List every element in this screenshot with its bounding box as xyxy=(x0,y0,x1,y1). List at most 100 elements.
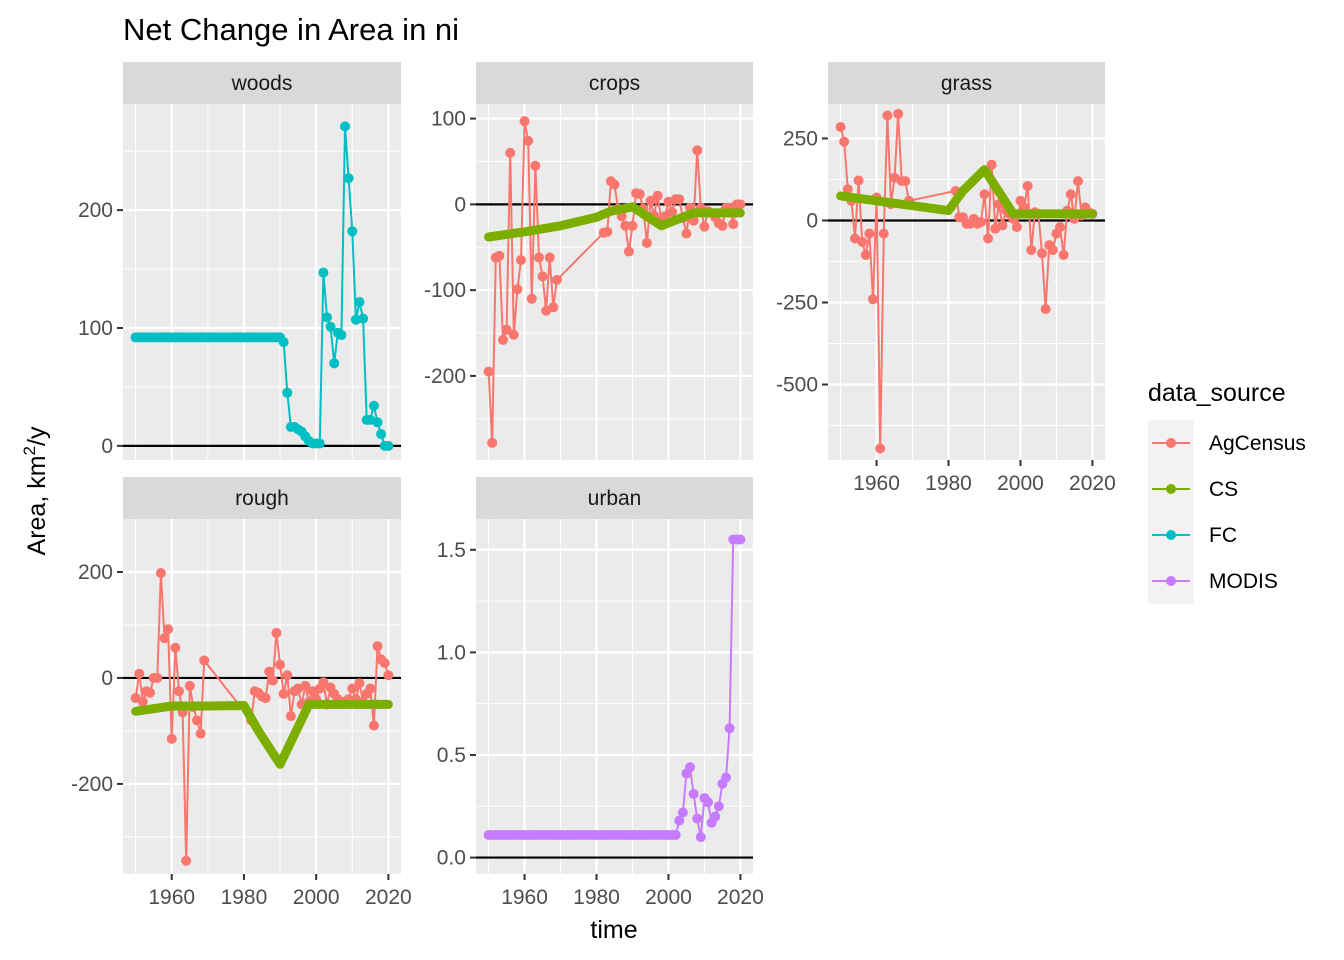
data-point-AgCensus xyxy=(275,659,286,670)
y-tick-label: 200 xyxy=(78,561,113,584)
data-point-AgCensus xyxy=(300,680,311,691)
data-point-AgCensus xyxy=(835,121,846,132)
data-point-AgCensus xyxy=(641,237,652,248)
data-point-AgCensus xyxy=(271,627,282,638)
data-point-AgCensus xyxy=(878,228,889,239)
data-point-FC xyxy=(336,330,347,341)
data-point-AgCensus xyxy=(1055,222,1066,233)
x-tick-label: 1980 xyxy=(221,886,268,909)
strip-label-crops: crops xyxy=(589,72,640,95)
legend-title: data_source xyxy=(1148,379,1286,407)
strip-urban xyxy=(476,477,753,519)
data-point-MODIS xyxy=(710,811,721,822)
data-point-AgCensus xyxy=(1037,248,1048,259)
data-point-AgCensus xyxy=(145,687,156,698)
strip-label-woods: woods xyxy=(231,72,293,95)
data-point-FC xyxy=(278,337,289,348)
plot-area-grass xyxy=(828,108,1105,454)
data-point-AgCensus xyxy=(278,688,289,699)
data-point-AgCensus xyxy=(354,678,365,689)
x-tick-label: 2020 xyxy=(717,886,764,909)
data-point-AgCensus xyxy=(692,145,703,156)
data-point-AgCensus xyxy=(260,693,271,704)
data-point-AgCensus xyxy=(728,219,739,230)
legend-key-point xyxy=(1166,576,1176,586)
legend-label: AgCensus xyxy=(1209,432,1306,455)
data-point-AgCensus xyxy=(1047,245,1058,256)
data-point-AgCensus xyxy=(537,271,548,282)
panel-background-grass xyxy=(828,104,1105,460)
data-point-AgCensus xyxy=(181,855,192,866)
data-point-AgCensus xyxy=(530,160,541,171)
data-point-FC xyxy=(329,358,340,369)
y-tick-label: 0.5 xyxy=(437,744,466,767)
data-point-MODIS xyxy=(692,813,703,824)
data-point-MODIS xyxy=(685,762,696,773)
panel-grass: grass -500 -250 0 250 1960 1980 2000 2020 xyxy=(776,62,1116,495)
legend: data_source AgCensus CS FC MODIS xyxy=(1148,379,1306,604)
data-point-AgCensus xyxy=(893,108,904,119)
data-point-AgCensus xyxy=(166,733,177,744)
data-point-AgCensus xyxy=(318,677,329,688)
data-point-AgCensus xyxy=(137,696,148,707)
panel-background-crops xyxy=(476,104,753,460)
data-point-AgCensus xyxy=(494,250,505,261)
data-point-AgCensus xyxy=(192,715,203,726)
plot-area-rough xyxy=(123,568,401,866)
data-point-AgCensus xyxy=(512,284,523,295)
data-point-AgCensus xyxy=(645,195,656,206)
series-line-CS xyxy=(131,699,393,769)
y-tick-label: 200 xyxy=(78,199,113,222)
data-point-MODIS xyxy=(688,788,699,799)
y-tick-label: 0 xyxy=(806,209,818,232)
data-point-AgCensus xyxy=(674,194,685,205)
data-point-AgCensus xyxy=(170,642,181,653)
y-tick-label: 0 xyxy=(454,193,466,216)
data-point-FC xyxy=(383,440,394,451)
y-tick-label: -200 xyxy=(424,365,466,388)
data-point-MODIS xyxy=(721,772,732,783)
panel-woods: woods 0 100 200 xyxy=(78,62,401,460)
y-tick-label: 1.5 xyxy=(437,539,466,562)
panel-crops: crops -200 -100 0 100 xyxy=(424,62,753,460)
data-point-AgCensus xyxy=(652,190,663,201)
data-point-AgCensus xyxy=(368,720,379,731)
data-point-AgCensus xyxy=(1065,189,1076,200)
y-tick-label: 100 xyxy=(431,108,466,131)
data-point-AgCensus xyxy=(860,249,871,260)
data-point-MODIS xyxy=(703,797,714,808)
data-point-AgCensus xyxy=(159,633,170,644)
y-axis-title: Area, km2/y xyxy=(20,426,51,555)
x-tick-label: 2000 xyxy=(997,472,1044,495)
data-point-AgCensus xyxy=(199,655,210,666)
data-point-AgCensus xyxy=(379,658,390,669)
data-point-AgCensus xyxy=(997,220,1008,231)
data-point-AgCensus xyxy=(699,221,710,232)
legend-label: FC xyxy=(1209,524,1237,547)
data-point-AgCensus xyxy=(551,274,562,285)
y-tick-label: -200 xyxy=(71,773,113,796)
data-point-AgCensus xyxy=(365,683,376,694)
legend-key-point xyxy=(1166,438,1176,448)
data-point-AgCensus xyxy=(264,666,275,677)
chart-title: Net Change in Area in ni xyxy=(123,12,459,47)
data-point-AgCensus xyxy=(882,110,893,121)
data-point-AgCensus xyxy=(1040,304,1051,315)
data-point-FC xyxy=(343,173,354,184)
legend-label: CS xyxy=(1209,478,1238,501)
legend-key-point xyxy=(1166,484,1176,494)
data-point-AgCensus xyxy=(620,220,631,231)
x-tick-label: 1960 xyxy=(501,886,548,909)
data-point-FC xyxy=(358,313,369,324)
x-tick-label: 1980 xyxy=(925,472,972,495)
data-point-FC xyxy=(376,429,387,440)
y-axis-title-main: Area, km xyxy=(23,455,51,555)
y-tick-label: -250 xyxy=(776,292,818,315)
data-point-AgCensus xyxy=(1011,222,1022,233)
data-point-AgCensus xyxy=(983,233,994,244)
plot-area-crops xyxy=(476,116,753,448)
x-tick-label: 2000 xyxy=(645,886,692,909)
data-point-MODIS xyxy=(670,830,681,841)
data-point-MODIS xyxy=(735,534,746,545)
y-tick-label: -100 xyxy=(424,279,466,302)
